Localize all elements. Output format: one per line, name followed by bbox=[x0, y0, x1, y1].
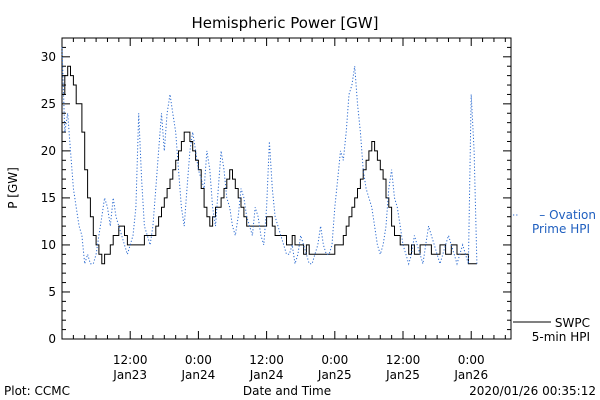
x-tick-date-label: Jan26 bbox=[453, 368, 488, 382]
series-layer bbox=[61, 47, 478, 266]
x-tick-time-label: 0:00 bbox=[321, 353, 348, 367]
x-axis: 12:00Jan230:00Jan2412:00Jan240:00Jan2512… bbox=[72, 38, 506, 382]
y-tick-label: 20 bbox=[41, 144, 56, 158]
y-tick-label: 0 bbox=[48, 332, 56, 346]
chart-title: Hemispheric Power [GW] bbox=[192, 14, 379, 32]
x-tick-date-label: Jan25 bbox=[385, 368, 420, 382]
legend-swpc-label-line2: 5-min HPI bbox=[532, 330, 590, 344]
y-axis: 0 5 10 15 20 25 30 bbox=[41, 37, 511, 346]
x-tick-time-label: 0:00 bbox=[458, 353, 485, 367]
y-tick-label: 15 bbox=[41, 191, 56, 205]
legend-ovation-label-line2: Prime HPI bbox=[532, 222, 590, 236]
footer-plot-credit: Plot: CCMC bbox=[4, 384, 70, 398]
x-tick-time-label: 12:00 bbox=[386, 353, 421, 367]
y-tick-label: 30 bbox=[41, 50, 56, 64]
plot-frame bbox=[61, 37, 512, 340]
x-tick-date-label: Jan24 bbox=[249, 368, 284, 382]
x-tick-time-label: 12:00 bbox=[249, 353, 284, 367]
legend-swpc-label: SWPC bbox=[555, 316, 590, 330]
legend-ovation-label: – Ovation bbox=[539, 208, 596, 222]
x-tick-date-label: Jan23 bbox=[112, 368, 147, 382]
x-tick-date-label: Jan25 bbox=[317, 368, 352, 382]
y-tick-label: 10 bbox=[41, 238, 56, 252]
series-swpc-line bbox=[62, 65, 477, 265]
x-axis-label: Date and Time bbox=[243, 384, 331, 398]
footer-timestamp: 2020/01/26 00:35:12 bbox=[469, 384, 596, 398]
series-ovation-prime-line bbox=[61, 47, 478, 266]
x-tick-time-label: 0:00 bbox=[185, 353, 212, 367]
x-tick-date-label: Jan24 bbox=[181, 368, 216, 382]
y-tick-label: 5 bbox=[48, 285, 56, 299]
y-axis-label: P [GW] bbox=[6, 167, 20, 209]
y-tick-label: 25 bbox=[41, 97, 56, 111]
x-tick-time-label: 12:00 bbox=[113, 353, 148, 367]
